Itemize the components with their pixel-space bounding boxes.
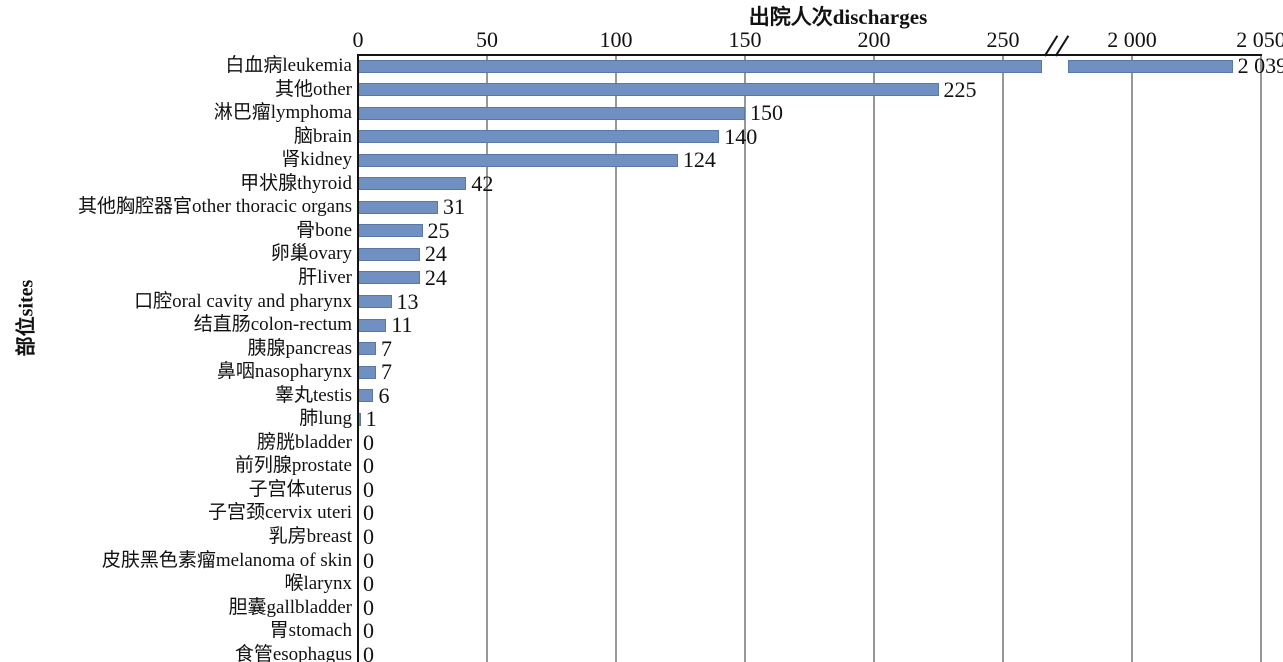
category-label: 胆囊gallbladder (228, 596, 352, 618)
category-label: 肾kidney (281, 149, 352, 171)
value-label: 0 (363, 571, 374, 597)
x-axis-line (357, 54, 1262, 56)
x-axis-tick-label: 2 000 (1107, 27, 1157, 52)
category-label: 皮肤黑色素瘤melanoma of skin (101, 549, 352, 571)
bar (358, 389, 374, 403)
value-label: 140 (724, 123, 758, 149)
value-label: 0 (363, 476, 374, 502)
value-label: 225 (943, 76, 977, 102)
value-label: 150 (750, 100, 783, 126)
bar-segment (1068, 59, 1233, 73)
gridline (1260, 56, 1262, 662)
value-label: 0 (363, 547, 374, 573)
bar (358, 224, 423, 238)
category-label: 鼻咽nasopharynx (216, 361, 352, 383)
value-label: 1 (365, 406, 377, 432)
gridline (1131, 56, 1133, 662)
gridline (873, 56, 875, 662)
value-label: 7 (381, 335, 393, 361)
category-label: 乳房breast (268, 526, 352, 547)
x-axis-tick-label: 100 (599, 27, 633, 52)
value-label: 0 (363, 429, 374, 455)
value-label: 11 (391, 312, 413, 338)
category-label: 淋巴瘤lymphoma (213, 102, 352, 124)
bar (358, 106, 745, 120)
bar (358, 271, 420, 285)
category-label: 口腔oral cavity and pharynx (134, 290, 352, 312)
category-label: 膀胱bladder (257, 431, 352, 453)
value-label: 7 (381, 359, 393, 385)
category-label: 子宫体uterus (248, 478, 352, 500)
value-label: 31 (442, 194, 465, 220)
category-label: 甲状腺thyroid (240, 172, 352, 194)
category-label: 胃stomach (269, 620, 352, 642)
category-label: 其他other (274, 78, 352, 100)
bar (358, 318, 387, 332)
category-label: 卵巢ovary (270, 243, 352, 265)
category-label: 食管esophagus (234, 643, 352, 662)
value-label: 0 (363, 618, 374, 644)
gridline (744, 56, 746, 662)
value-label: 42 (471, 170, 494, 196)
gridline (1002, 56, 1004, 662)
category-label: 骨bone (296, 219, 352, 241)
value-label: 0 (363, 524, 374, 549)
gridline (486, 56, 488, 662)
x-axis-tick-label: 2 050 (1236, 27, 1283, 52)
value-label: 2 039 (1237, 53, 1283, 78)
bar (358, 365, 377, 379)
x-axis-tick-label: 150 (728, 27, 762, 52)
value-label: 0 (363, 594, 374, 620)
category-label: 胰腺pancreas (247, 337, 352, 359)
value-label: 6 (378, 382, 390, 408)
category-label: 肺lung (299, 408, 352, 430)
category-label: 其他胸腔器官other thoracic organs (77, 196, 352, 218)
value-label: 0 (363, 500, 374, 526)
y-axis-line (357, 54, 359, 662)
value-label: 13 (396, 288, 419, 314)
gridline (615, 56, 617, 662)
value-label: 0 (363, 453, 374, 479)
chart-title: 出院人次discharges (748, 5, 928, 29)
value-label: 25 (427, 217, 450, 243)
x-axis-tick-label: 0 (352, 27, 364, 52)
x-axis-tick-label: 250 (986, 27, 1020, 52)
bar (358, 130, 720, 144)
bar (358, 153, 678, 167)
bar (358, 83, 939, 97)
bar (358, 177, 467, 191)
bar (358, 342, 377, 356)
value-label: 24 (424, 264, 447, 290)
x-axis-tick-label: 50 (476, 27, 498, 52)
category-label: 白血病leukemia (225, 55, 352, 76)
category-label: 喉larynx (284, 573, 352, 595)
value-label: 24 (424, 241, 447, 267)
value-label: 124 (682, 147, 716, 173)
category-label: 肝liver (298, 266, 352, 288)
category-label: 结直肠colon-rectum (193, 314, 352, 336)
category-label: 子宫颈cervix uteri (207, 502, 352, 524)
category-label: 脑brain (293, 125, 352, 147)
bar (358, 200, 438, 214)
bar (358, 247, 420, 261)
bar (358, 295, 392, 308)
x-axis-tick-label: 200 (857, 27, 891, 52)
value-label: 0 (363, 641, 374, 662)
category-label: 前列腺prostate (234, 455, 352, 477)
bar-segment (358, 59, 1042, 73)
category-label: 睾丸testis (274, 384, 352, 406)
